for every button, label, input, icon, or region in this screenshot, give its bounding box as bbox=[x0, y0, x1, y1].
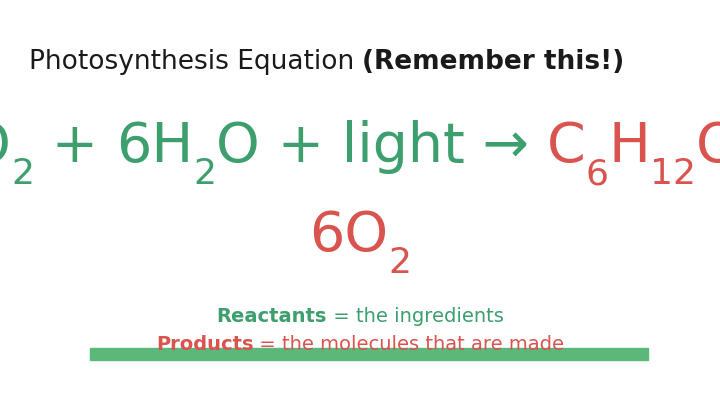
Text: H: H bbox=[608, 120, 650, 174]
Text: 12: 12 bbox=[650, 157, 696, 191]
Text: C: C bbox=[546, 120, 585, 174]
Text: O: O bbox=[696, 120, 720, 174]
Text: 6O: 6O bbox=[309, 209, 388, 263]
Text: 6H: 6H bbox=[116, 120, 193, 174]
Text: Photosynthesis Equation: Photosynthesis Equation bbox=[29, 49, 362, 75]
Text: 2: 2 bbox=[193, 157, 216, 191]
Text: = the ingredients: = the ingredients bbox=[327, 307, 503, 326]
Text: = the molecules that are made: = the molecules that are made bbox=[253, 335, 564, 354]
Text: Reactants: Reactants bbox=[217, 307, 327, 326]
Text: Products: Products bbox=[156, 335, 253, 354]
Text: O: O bbox=[216, 120, 260, 174]
Text: +: + bbox=[34, 120, 116, 174]
Text: (Remember this!): (Remember this!) bbox=[362, 49, 625, 75]
Text: 2: 2 bbox=[11, 157, 34, 191]
FancyBboxPatch shape bbox=[90, 348, 648, 360]
Text: 6CO: 6CO bbox=[0, 120, 11, 174]
Text: 6: 6 bbox=[585, 157, 608, 191]
Text: 2: 2 bbox=[388, 246, 411, 280]
Text: + light →: + light → bbox=[260, 120, 546, 174]
